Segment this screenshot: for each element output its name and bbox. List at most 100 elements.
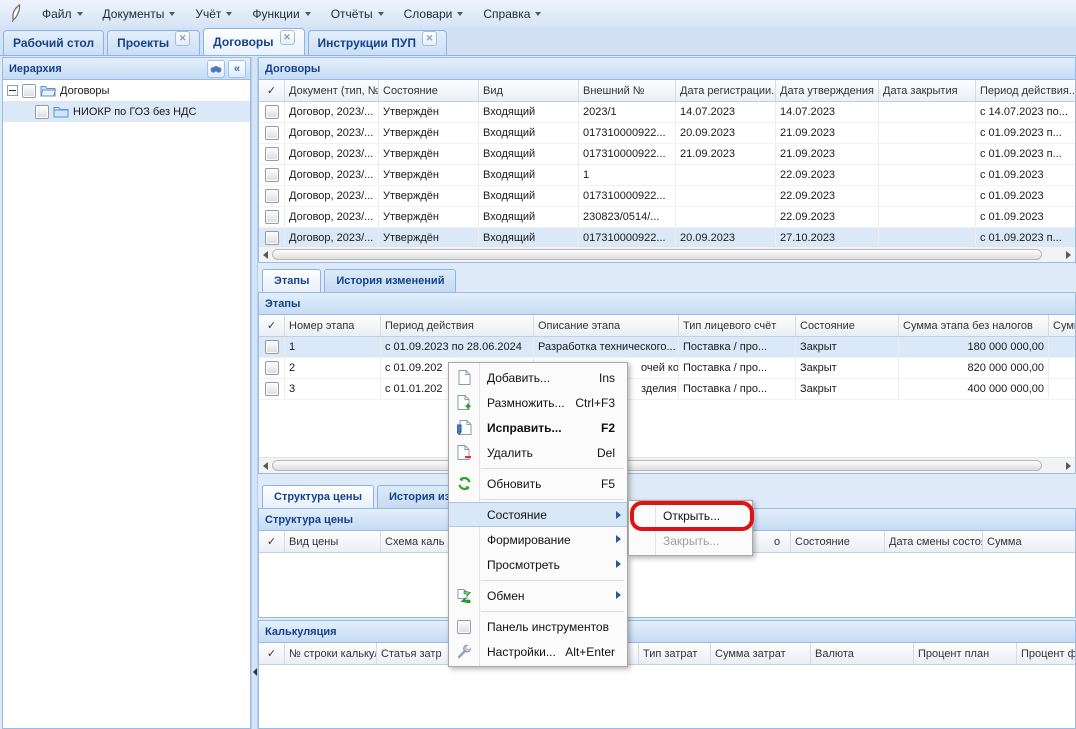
column-header-percent-fact[interactable]: Процент ф	[1017, 643, 1075, 664]
panel-splitter[interactable]	[251, 57, 258, 729]
menu-item-view[interactable]: Просмотреть	[449, 552, 627, 577]
column-header-state[interactable]: Состояние	[791, 531, 885, 552]
column-header-truncated[interactable]: о	[641, 531, 791, 552]
table-row-selected[interactable]: 1 с 01.09.2023 по 28.06.2024 Разработка …	[259, 337, 1075, 358]
table-row[interactable]: Договор, 2023/... Утверждён Входящий 017…	[259, 144, 1075, 165]
tree-node-niokr[interactable]: НИОКР по ГОЗ без НДС	[3, 101, 250, 122]
column-header-check[interactable]: ✓	[259, 643, 285, 664]
close-tab-icon[interactable]	[421, 31, 437, 46]
row-checkbox[interactable]	[264, 340, 279, 354]
column-header-period[interactable]: Период действия...	[976, 80, 1075, 101]
scroll-left-icon[interactable]	[263, 462, 268, 470]
binoculars-icon	[210, 65, 222, 73]
cell-kind: Входящий	[479, 123, 579, 143]
tab-instructions[interactable]: Инструкции ПУП	[307, 30, 447, 55]
menu-item-state[interactable]: Состояние	[449, 502, 627, 527]
scroll-right-icon[interactable]	[1066, 251, 1071, 259]
column-header-state[interactable]: Состояние	[796, 315, 899, 336]
row-checkbox[interactable]	[264, 126, 279, 140]
table-row[interactable]: Договор, 2023/... Утверждён Входящий 017…	[259, 186, 1075, 207]
column-header-account-type[interactable]: Тип лицевого счёт	[679, 315, 796, 336]
column-header-stage-number[interactable]: Номер этапа	[285, 315, 381, 336]
column-header-cost-type[interactable]: Тип затрат	[639, 643, 711, 664]
horizontal-scrollbar[interactable]	[259, 246, 1075, 262]
column-header-reg-date[interactable]: Дата регистрации.	[676, 80, 776, 101]
row-checkbox[interactable]	[264, 189, 279, 203]
menu-item-add[interactable]: Добавить... Ins	[449, 365, 627, 390]
close-tab-icon[interactable]	[279, 30, 295, 45]
column-header-price-kind[interactable]: Вид цены	[285, 531, 381, 552]
column-header-currency[interactable]: Валюта	[811, 643, 914, 664]
tab-change-history[interactable]: История изменений	[324, 269, 457, 292]
menu-file[interactable]: Файл	[32, 3, 93, 24]
column-header-check[interactable]: ✓	[259, 80, 285, 101]
scroll-right-icon[interactable]	[1066, 462, 1071, 470]
table-row[interactable]: 2 с 01.09.202 очей конс... Поставка / пр…	[259, 358, 1075, 379]
row-checkbox[interactable]	[264, 231, 279, 245]
tree-checkbox[interactable]	[35, 104, 49, 119]
tab-price-structure[interactable]: Структура цены	[262, 485, 374, 508]
tab-desktop[interactable]: Рабочий стол	[3, 30, 105, 55]
row-checkbox[interactable]	[264, 210, 279, 224]
column-header-cost-item[interactable]: Статья затр	[377, 643, 639, 664]
search-button[interactable]	[207, 59, 225, 78]
menu-item-delete[interactable]: Удалить Del	[449, 440, 627, 465]
scrollbar-thumb[interactable]	[272, 460, 1042, 471]
tab-contracts[interactable]: Договоры	[203, 28, 305, 55]
table-row[interactable]: Договор, 2023/... Утверждён Входящий 230…	[259, 207, 1075, 228]
column-header-sum-no-tax[interactable]: Сумма этапа без налогов	[899, 315, 1049, 336]
menu-functions[interactable]: Функции	[242, 3, 320, 24]
column-header-approve-date[interactable]: Дата утверждения	[776, 80, 879, 101]
scroll-left-icon[interactable]	[263, 251, 268, 259]
collapse-panel-button[interactable]: «	[228, 59, 246, 78]
tree-node-contracts[interactable]: Договоры	[3, 80, 250, 101]
menu-dictionaries[interactable]: Словари	[394, 3, 474, 24]
column-header-check[interactable]: ✓	[259, 531, 285, 552]
table-row[interactable]: Договор, 2023/... Утверждён Входящий 1 2…	[259, 165, 1075, 186]
collapse-node-icon[interactable]	[7, 85, 18, 96]
scrollbar-thumb[interactable]	[272, 249, 1042, 260]
tab-projects[interactable]: Проекты	[107, 30, 201, 55]
table-row[interactable]: Договор, 2023/... Утверждён Входящий 017…	[259, 123, 1075, 144]
column-header-state[interactable]: Состояние	[379, 80, 479, 101]
menu-item-edit[interactable]: Исправить... F2	[449, 415, 627, 440]
row-checkbox[interactable]	[264, 361, 279, 375]
table-row[interactable]: 3 с 01.01.202 зделия и ... Поставка / пр…	[259, 379, 1075, 400]
tab-stages[interactable]: Этапы	[262, 269, 322, 292]
menu-item-settings[interactable]: Настройки... Alt+Enter	[449, 639, 627, 664]
column-header-kind[interactable]: Вид	[479, 80, 579, 101]
row-checkbox[interactable]	[264, 105, 279, 119]
column-header-close-date[interactable]: Дата закрытия	[879, 80, 976, 101]
table-row[interactable]: Договор, 2023/... Утверждён Входящий 202…	[259, 102, 1075, 123]
menu-help[interactable]: Справка	[473, 3, 551, 24]
submenu-item-close[interactable]: Закрыть...	[663, 533, 720, 548]
column-header-sum[interactable]: Сумма	[983, 531, 1075, 552]
column-header-calc-line[interactable]: № строки калькул	[285, 643, 377, 664]
column-header-check[interactable]: ✓	[259, 315, 285, 336]
menu-reports[interactable]: Отчёты	[321, 3, 394, 24]
close-tab-icon[interactable]	[175, 31, 191, 46]
row-checkbox[interactable]	[264, 382, 279, 396]
column-header-cost-sum[interactable]: Сумма затрат	[711, 643, 811, 664]
menu-item-refresh[interactable]: Обновить F5	[449, 471, 627, 496]
menu-item-exchange[interactable]: Обмен	[449, 583, 627, 608]
column-header-external[interactable]: Внешний №	[579, 80, 676, 101]
column-header-period[interactable]: Период действия	[381, 315, 534, 336]
column-header-percent-plan[interactable]: Процент план	[914, 643, 1017, 664]
column-header-description[interactable]: Описание этапа	[534, 315, 679, 336]
cell-kind: Входящий	[479, 186, 579, 206]
column-header-state-change-date[interactable]: Дата смены состоя	[885, 531, 983, 552]
menu-item-duplicate[interactable]: Размножить... Ctrl+F3	[449, 390, 627, 415]
menu-accounting[interactable]: Учёт	[185, 3, 242, 24]
menu-item-formation[interactable]: Формирование	[449, 527, 627, 552]
column-header-sum[interactable]: Сумма	[1049, 315, 1075, 336]
tree-checkbox[interactable]	[22, 83, 36, 98]
submenu-item-open[interactable]: Открыть...	[663, 508, 721, 523]
horizontal-scrollbar[interactable]	[259, 457, 1075, 473]
collapse-splitter-icon[interactable]	[253, 668, 257, 676]
row-checkbox[interactable]	[264, 147, 279, 161]
menu-documents[interactable]: Документы	[93, 3, 186, 24]
menu-item-toolbar-toggle[interactable]: Панель инструментов	[449, 614, 627, 639]
column-header-document[interactable]: Документ (тип, №	[285, 80, 379, 101]
row-checkbox[interactable]	[264, 168, 279, 182]
